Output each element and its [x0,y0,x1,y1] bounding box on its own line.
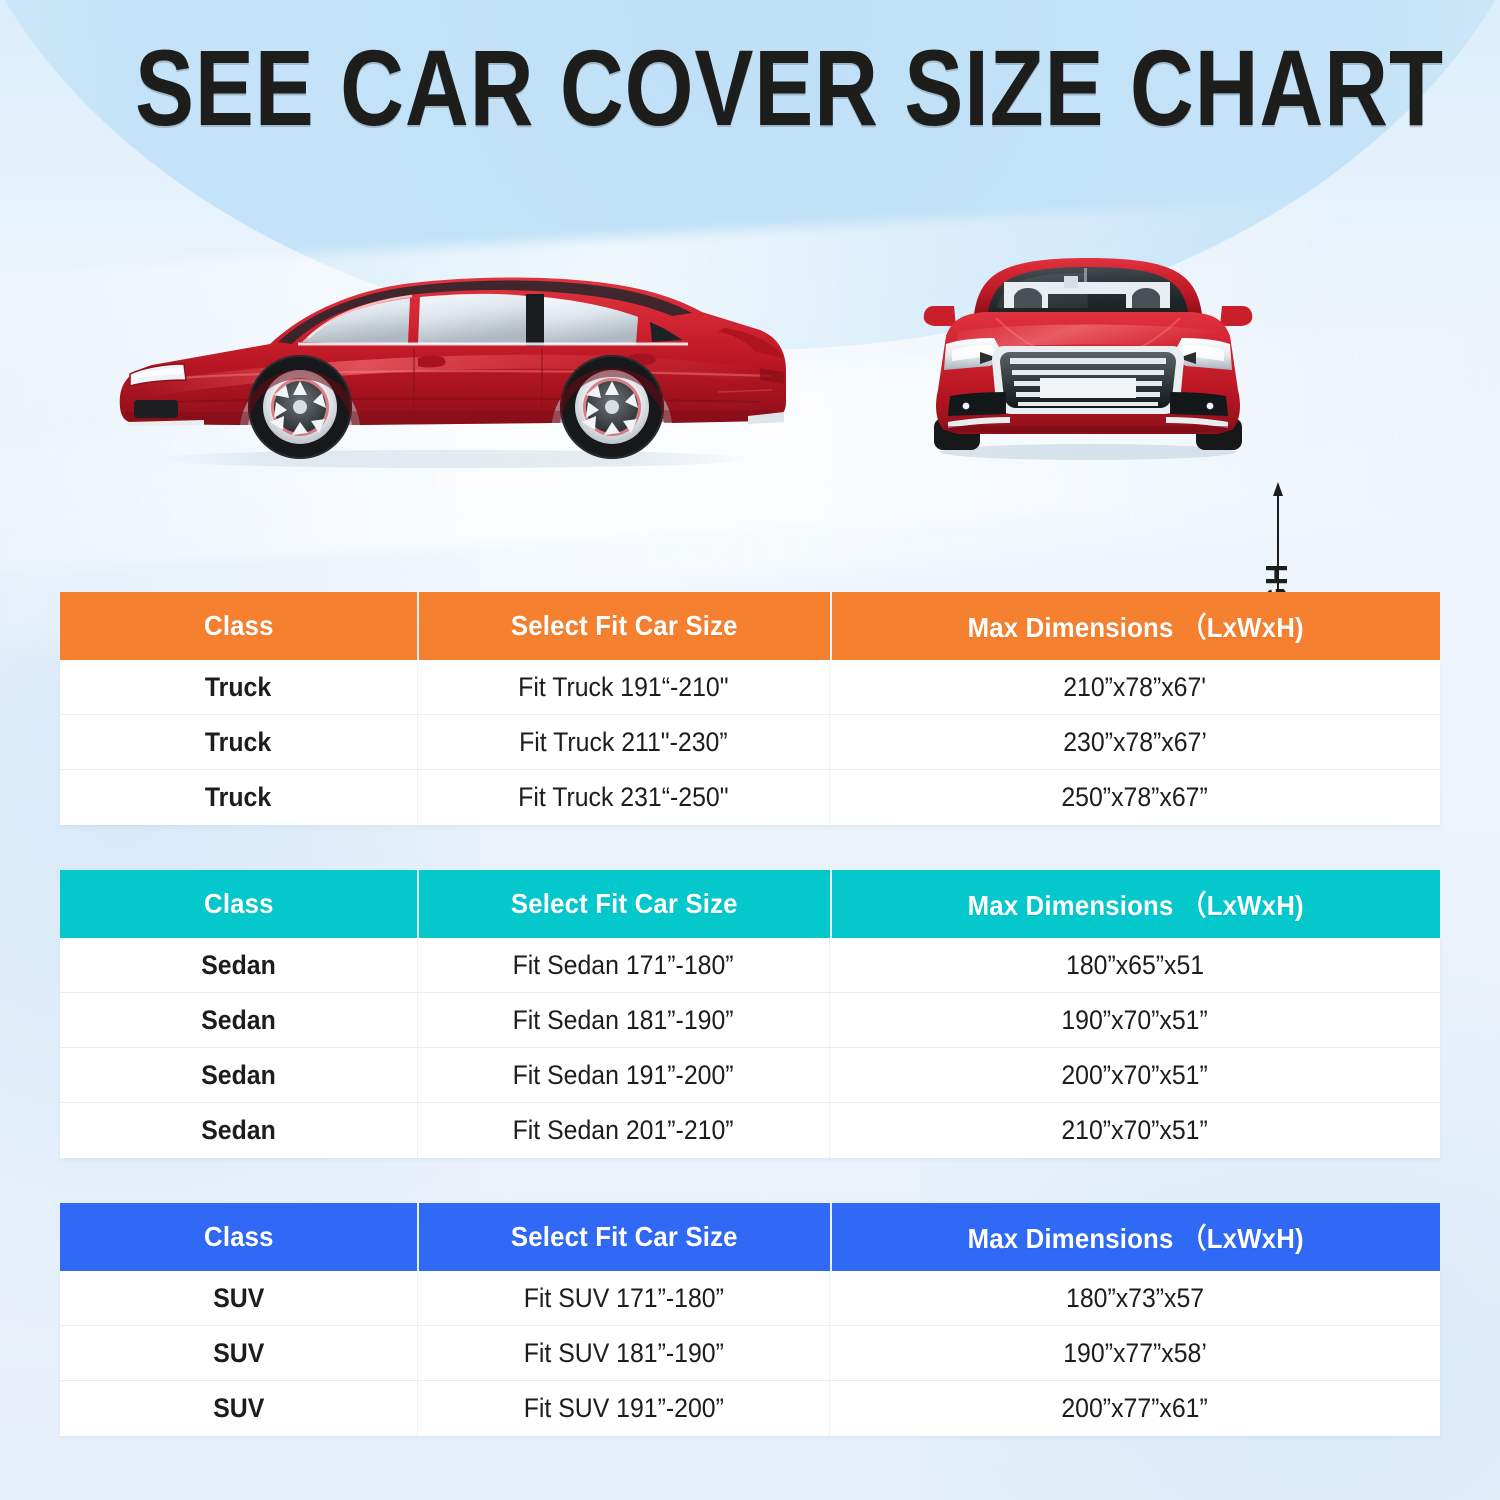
table-row: Sedan Fit Sedan 201”-210” 210”x70”x51” [60,1103,1440,1158]
cell-fit-size: Fit SUV 171”-180” [523,1282,724,1313]
table-row: Truck Fit Truck 231“-250" 250”x78”x67” [60,770,1440,825]
cell-max-dimensions: 210”x70”x51” [1061,1115,1209,1145]
cell-class: Truck [205,782,272,812]
cell-max-dimensions: 180”x65”x51 [1065,949,1205,980]
suv-header-max-dimensions: Max Dimensions （LxWxH) [831,1203,1441,1271]
cell-max-dimensions: 190”x77”x58’ [1063,1337,1207,1368]
cell-max-dimensions: 200”x70”x51” [1061,1059,1209,1090]
cell-class: SUV [212,1393,265,1423]
table-row: Truck Fit Truck 211"-230” 230”x78”x67’ [60,715,1440,770]
cell-fit-size: Fit Truck 211"-230” [519,726,728,757]
truck-header-fit-size-label: Select Fit Car Size [510,610,738,641]
red-sedan-front-view-icon [923,258,1253,460]
truck-header-max-dimensions: Max Dimensions （LxWxH) [831,592,1441,660]
suv-header-max-dimensions-label: Max Dimensions （LxWxH) [967,1223,1304,1254]
sedan-header-fit-size: Select Fit Car Size [418,870,830,938]
table-row: SUV Fit SUV 181”-190” 190”x77”x58’ [60,1326,1440,1381]
cell-class: Sedan [201,1115,276,1145]
cell-fit-size: Fit Sedan 181”-190” [513,1004,734,1035]
suv-table-header-row: Class Select Fit Car Size Max Dimensions… [60,1203,1441,1271]
suv-header-fit-size: Select Fit Car Size [418,1203,830,1271]
suv-header-class-label: Class [203,1221,274,1252]
truck-table-body: Truck Fit Truck 191“-210" 210”x78”x67' T… [60,660,1440,825]
truck-header-max-dimensions-label: Max Dimensions （LxWxH) [967,612,1304,643]
cell-max-dimensions: 190”x70”x51” [1061,1004,1209,1035]
cell-class: SUV [212,1282,265,1313]
sedan-header-fit-size-label: Select Fit Car Size [510,888,738,919]
sedan-size-table: Class Select Fit Car Size Max Dimensions… [60,870,1441,1158]
cell-max-dimensions: 230”x78”x67’ [1063,726,1207,757]
sedan-header-class: Class [60,870,417,938]
sedan-table-body: Sedan Fit Sedan 171”-180” 180”x65”x51 Se… [60,938,1440,1158]
cell-fit-size: Fit Sedan 171”-180” [513,949,734,980]
truck-size-table: Class Select Fit Car Size Max Dimensions… [60,592,1441,825]
cell-class: Truck [205,671,272,702]
cell-fit-size: Fit Sedan 201”-210” [513,1115,734,1145]
cell-class: Truck [205,726,272,757]
truck-header-fit-size: Select Fit Car Size [418,592,830,660]
truck-header-class: Class [60,592,417,660]
suv-header-class: Class [60,1203,417,1271]
cell-class: Sedan [201,1059,276,1090]
table-row: Truck Fit Truck 191“-210" 210”x78”x67' [60,660,1440,715]
cell-fit-size: Fit Truck 191“-210" [518,671,729,702]
truck-header-class-label: Class [203,610,274,641]
cell-fit-size: Fit SUV 191”-200” [523,1393,724,1423]
table-row: Sedan Fit Sedan 191”-200” 200”x70”x51” [60,1048,1440,1103]
vehicle-illustration-group: LENGTH WIDE HIGH [0,230,1500,762]
suv-table-body: SUV Fit SUV 171”-180” 180”x73”x57 SUV Fi… [60,1271,1440,1436]
page-title: SEE CAR COVER SIZE CHART [135,27,1444,148]
cell-class: Sedan [201,949,276,980]
cell-class: Sedan [201,1004,276,1035]
table-row: SUV Fit SUV 191”-200” 200”x77”x61” [60,1381,1440,1436]
suv-header-fit-size-label: Select Fit Car Size [510,1221,738,1252]
cell-max-dimensions: 180”x73”x57 [1065,1282,1205,1313]
suv-size-table: Class Select Fit Car Size Max Dimensions… [60,1203,1441,1436]
cell-class: SUV [212,1337,265,1368]
truck-table-header-row: Class Select Fit Car Size Max Dimensions… [60,592,1441,660]
table-row: Sedan Fit Sedan 181”-190” 190”x70”x51” [60,993,1440,1048]
sedan-header-max-dimensions: Max Dimensions （LxWxH) [831,870,1441,938]
table-row: Sedan Fit Sedan 171”-180” 180”x65”x51 [60,938,1440,993]
sedan-table-header-row: Class Select Fit Car Size Max Dimensions… [60,870,1441,938]
cell-fit-size: Fit Sedan 191”-200” [513,1059,734,1090]
cell-fit-size: Fit Truck 231“-250" [518,782,729,812]
cell-max-dimensions: 200”x77”x61” [1061,1393,1209,1423]
sedan-header-class-label: Class [203,888,274,919]
cell-max-dimensions: 210”x78”x67' [1063,671,1207,702]
red-sedan-side-view-icon [119,277,786,468]
sedan-header-max-dimensions-label: Max Dimensions （LxWxH) [967,890,1304,921]
cell-max-dimensions: 250”x78”x67” [1061,782,1209,812]
table-row: SUV Fit SUV 171”-180” 180”x73”x57 [60,1271,1440,1326]
cell-fit-size: Fit SUV 181”-190” [523,1337,724,1368]
